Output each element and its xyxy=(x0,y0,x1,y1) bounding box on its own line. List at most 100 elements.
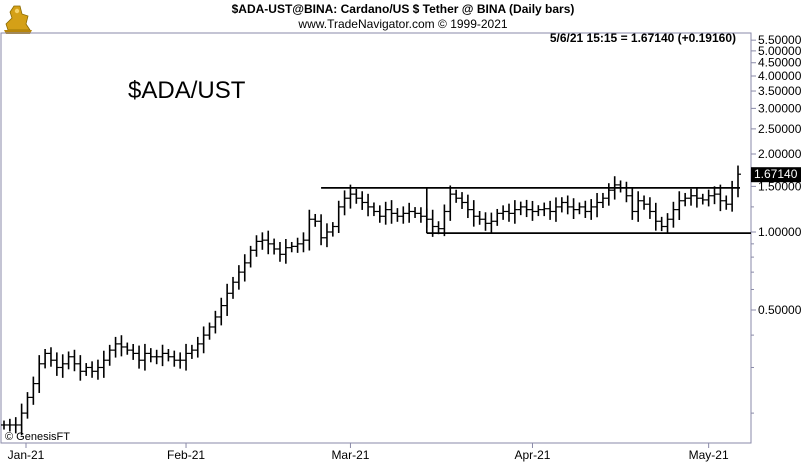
price-bar xyxy=(500,205,507,220)
price-bar xyxy=(406,202,413,223)
price-bar xyxy=(682,192,689,207)
price-bar xyxy=(564,195,571,215)
price-bar xyxy=(118,335,125,357)
price-bar xyxy=(576,202,583,215)
y-tick-label: 2.50000 xyxy=(758,122,802,136)
price-bar xyxy=(359,191,366,210)
price-bar xyxy=(218,297,225,326)
price-bar xyxy=(594,192,601,218)
price-bar xyxy=(294,237,301,253)
price-bar xyxy=(511,200,518,224)
price-bar xyxy=(558,197,565,213)
symbol-watermark: $ADA/UST xyxy=(128,77,246,104)
x-tick: Apr-21 xyxy=(514,443,551,462)
last-price-label: 1.67140 xyxy=(754,167,798,181)
y-tick: 2.50000 xyxy=(751,122,802,136)
price-bar xyxy=(412,207,419,218)
price-bar xyxy=(641,195,648,210)
price-bar xyxy=(276,241,283,262)
x-tick: May-21 xyxy=(689,443,729,462)
price-bar xyxy=(429,209,436,237)
price-bar xyxy=(282,239,289,264)
last-price-badge xyxy=(751,167,801,183)
price-bar xyxy=(235,265,242,290)
trade-navigator-logo-icon xyxy=(4,5,32,34)
price-bar xyxy=(18,403,25,436)
price-bar xyxy=(529,200,536,221)
y-tick: 3.50000 xyxy=(751,84,802,98)
y-tick-label: 3.50000 xyxy=(758,84,802,98)
price-bar xyxy=(646,197,653,219)
y-tick-label: 4.00000 xyxy=(758,69,802,83)
price-bar xyxy=(306,209,313,251)
price-bar xyxy=(36,355,43,393)
price-bar xyxy=(388,200,395,224)
price-bar xyxy=(312,213,319,227)
y-tick: 4.00000 xyxy=(751,69,802,83)
y-tick: 4.50000 xyxy=(751,56,802,70)
price-bar xyxy=(517,201,524,216)
price-bar xyxy=(12,417,19,434)
price-bar xyxy=(212,310,219,334)
price-bar xyxy=(447,185,454,221)
price-bar xyxy=(153,349,160,365)
price-bar xyxy=(77,355,84,381)
price-bar xyxy=(400,206,407,224)
price-bar xyxy=(470,200,477,227)
price-bar xyxy=(652,202,659,231)
plot-frame xyxy=(0,32,752,444)
x-tick: Feb-21 xyxy=(167,443,205,462)
price-bar xyxy=(664,213,671,233)
price-bar xyxy=(200,326,207,354)
price-bar xyxy=(30,376,37,405)
price-bar xyxy=(705,189,712,207)
y-tick-label: 2.00000 xyxy=(758,147,802,161)
price-bar xyxy=(623,181,630,203)
price-bar xyxy=(329,222,336,237)
price-bar xyxy=(247,245,254,268)
price-bar xyxy=(729,180,736,212)
price-bar xyxy=(735,165,741,198)
price-bar xyxy=(188,344,195,359)
price-bar xyxy=(171,350,178,367)
price-bar xyxy=(136,345,143,369)
price-bar xyxy=(552,197,559,222)
x-tick-label: Apr-21 xyxy=(514,448,550,462)
price-bar xyxy=(353,188,360,204)
price-bar xyxy=(53,352,60,376)
price-bar xyxy=(693,187,700,208)
y-tick: 3.00000 xyxy=(751,101,802,115)
price-bar xyxy=(83,363,90,376)
price-bar xyxy=(42,348,49,369)
price-bar xyxy=(71,349,78,372)
price-bar xyxy=(89,361,96,378)
y-tick: 1.50000 xyxy=(751,179,802,193)
y-tick: 2.00000 xyxy=(751,147,802,161)
price-bar xyxy=(599,192,606,209)
price-bar xyxy=(435,221,442,235)
price-bar xyxy=(688,188,695,206)
y-tick-label: 1.00000 xyxy=(758,225,802,239)
price-bar xyxy=(459,192,466,209)
price-bar xyxy=(259,232,266,250)
price-bar xyxy=(365,193,372,217)
price-bar xyxy=(318,214,325,246)
price-bar xyxy=(323,223,330,248)
price-bar xyxy=(588,199,595,220)
price-bar xyxy=(629,187,636,220)
price-bar xyxy=(165,348,172,362)
price-bar xyxy=(112,336,119,358)
price-bar xyxy=(230,276,237,299)
price-bar xyxy=(570,198,577,220)
price-bar xyxy=(106,344,113,366)
price-bar xyxy=(288,241,295,253)
price-bar xyxy=(347,184,354,209)
price-bar xyxy=(376,205,383,223)
data-credit: © GenesisFT xyxy=(5,431,70,443)
price-bar xyxy=(441,204,448,237)
price-bar xyxy=(635,191,642,222)
x-tick-label: May-21 xyxy=(689,448,729,462)
price-bar xyxy=(494,208,501,226)
price-bar xyxy=(699,193,706,205)
